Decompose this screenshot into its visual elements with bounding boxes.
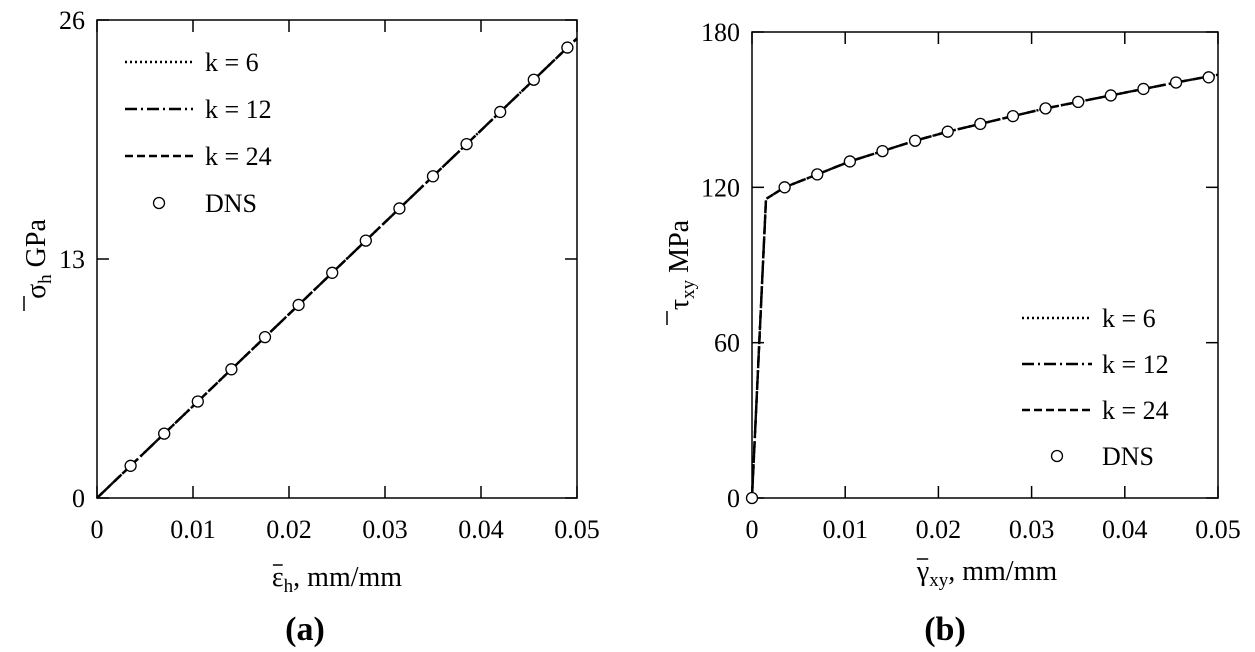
y-tick-label: 120 [701,173,740,202]
panel-a-x-axis-label: εh, mm/mm [272,562,402,597]
legend-label: DNS [1102,442,1154,471]
y-tick-label: 26 [59,6,85,35]
dns-marker [527,73,540,86]
x-tick-label: 0.01 [822,515,868,544]
dns-marker [778,181,791,194]
dns-marker [292,298,305,312]
dns-marker [258,330,272,344]
legend-marker-dns [1050,449,1064,463]
dns-marker [225,363,238,376]
panel-a-legend: k = 6 k = 12 k = 24 DNS [125,48,272,218]
dns-marker [494,105,507,119]
dns-marker [359,234,372,247]
panel-b-x-axis-label: γxy, mm/mm [916,556,1057,591]
x-tick-label: 0.03 [362,515,408,544]
dns-marker [974,117,987,131]
x-tick-label: 0.05 [1195,515,1241,544]
dns-marker [1006,109,1020,123]
dns-marker [393,202,406,215]
panel-b-plot-frame [751,31,1219,499]
dns-marker [1169,76,1183,89]
panel-a-series [96,37,578,499]
x-tick-label: 0.02 [916,515,962,544]
legend-label: k = 24 [205,142,272,171]
panel-a-y-axis-label: σh GPa [21,219,56,299]
panel-b-legend: k = 6 k = 12 k = 24 DNS [1022,304,1169,471]
panel-a-ticks: 0 0.01 0.02 0.03 0.04 0.05 0 13 26 [59,6,600,544]
dns-marker [124,459,137,472]
legend-label: k = 12 [1102,350,1169,379]
dns-marker [1137,82,1150,96]
dns-marker [1072,95,1085,109]
x-tick-label: 0.04 [458,515,504,544]
y-tick-label: 60 [714,329,740,358]
dns-marker [745,491,759,505]
legend-label: k = 6 [1102,304,1156,333]
dns-marker [811,168,824,181]
x-tick-label: 0 [91,515,104,544]
dns-marker [908,134,922,147]
dns-marker [561,41,574,54]
x-tick-label: 0 [746,515,759,544]
panel-a-plot-frame [96,19,578,499]
dns-marker [460,137,473,151]
dns-marker [941,125,954,138]
y-tick-label: 0 [727,484,740,513]
legend-label: k = 12 [205,95,272,124]
y-tick-label: 0 [72,484,85,513]
panel-b-label: (b) [924,611,966,648]
panel-a-dns-markers [124,41,574,472]
dns-marker [158,427,171,440]
dns-marker [1039,102,1052,115]
y-tick-label: 180 [701,18,740,47]
x-tick-label: 0.01 [170,515,216,544]
panel-b-y-axis-label: τxy MPa [664,219,699,310]
series-line-dotted [750,73,1219,499]
x-tick-label: 0.02 [266,515,312,544]
dns-marker [1104,89,1117,102]
dns-marker [843,155,857,168]
legend-label: DNS [205,189,257,218]
dns-marker [876,144,889,158]
x-tick-label: 0.04 [1102,515,1148,544]
x-tick-label: 0.03 [1009,515,1055,544]
panel-b-dns-markers [745,71,1215,505]
legend-marker-dns [152,196,166,210]
x-tick-label: 0.05 [554,515,600,544]
dns-marker [326,266,339,279]
y-tick-label: 13 [59,245,85,274]
dns-marker [1202,71,1215,84]
dns-marker [426,170,440,183]
series-line-dashed [750,73,1219,499]
panel-b-series [750,73,1219,499]
series-line-dashdot [750,73,1219,499]
dns-marker [191,395,204,408]
panel-b-ticks: 0 0.01 0.02 0.03 0.04 0.05 0 60 120 180 [701,18,1241,544]
legend-label: k = 6 [205,48,259,77]
legend-label: k = 24 [1102,396,1169,425]
panel-a-label: (a) [285,611,325,648]
